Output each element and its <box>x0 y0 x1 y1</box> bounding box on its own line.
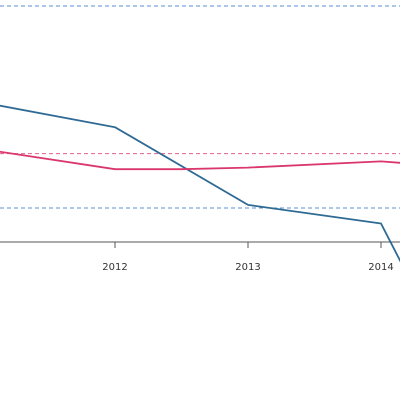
x-tick-label-2013: 2013 <box>235 262 260 273</box>
x-tick-labels: 2012 2013 2014 <box>102 262 393 273</box>
reference-lines <box>0 5 400 209</box>
series-line-1 <box>0 150 400 171</box>
x-axis <box>0 241 400 248</box>
x-tick-label-2012: 2012 <box>102 262 127 273</box>
series-line-0 <box>0 104 400 263</box>
series-lines <box>0 104 400 263</box>
x-tick-label-2014: 2014 <box>368 262 393 273</box>
